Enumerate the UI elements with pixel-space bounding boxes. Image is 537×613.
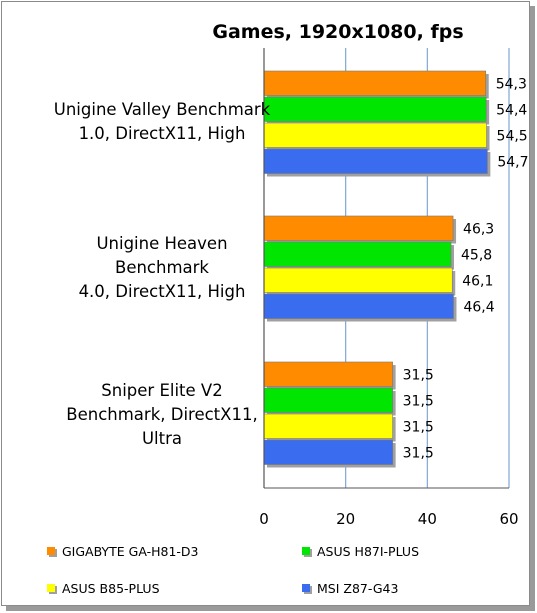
bar xyxy=(263,148,488,174)
data-label: 46,4 xyxy=(463,299,494,315)
bar xyxy=(263,96,487,122)
bar xyxy=(263,387,393,413)
category-label: 4.0, DirectX11, High xyxy=(79,282,246,301)
category-label: Sniper Elite V2 xyxy=(101,381,222,400)
chart-title: Games, 1920x1080, fps xyxy=(212,21,463,43)
legend-label: GIGABYTE GA-H81-D3 xyxy=(62,544,199,559)
bar xyxy=(263,70,487,96)
bar xyxy=(263,122,487,148)
data-label: 45,8 xyxy=(461,247,492,263)
data-label: 31,5 xyxy=(403,445,434,461)
legend-swatch xyxy=(302,547,310,555)
data-label: 31,5 xyxy=(403,367,434,383)
data-label: 31,5 xyxy=(403,419,434,435)
data-label: 54,7 xyxy=(497,154,528,170)
legend-label: ASUS B85-PLUS xyxy=(62,581,160,596)
bar xyxy=(263,241,452,267)
x-tick-label: 20 xyxy=(336,510,355,528)
x-tick-label: 40 xyxy=(418,510,437,528)
data-label: 46,1 xyxy=(462,273,493,289)
bar xyxy=(263,413,393,439)
bar xyxy=(263,215,454,241)
data-label: 54,5 xyxy=(497,128,528,144)
data-label: 54,3 xyxy=(496,76,527,92)
category-label: Benchmark, DirectX11, xyxy=(66,405,257,424)
legend-label: ASUS H87I-PLUS xyxy=(317,544,419,559)
category-label: 1.0, DirectX11, High xyxy=(79,124,246,143)
x-tick-label: 0 xyxy=(259,510,269,528)
data-label: 31,5 xyxy=(403,393,434,409)
bar xyxy=(263,439,393,465)
bar xyxy=(263,267,453,293)
data-label: 54,4 xyxy=(496,102,527,118)
legend-swatch xyxy=(302,584,310,592)
legend-swatch xyxy=(47,547,55,555)
category-label: Benchmark xyxy=(115,258,209,277)
data-label: 46,3 xyxy=(463,221,494,237)
bar xyxy=(263,361,393,387)
legend-swatch xyxy=(47,584,55,592)
bar xyxy=(263,293,454,319)
x-tick-label: 60 xyxy=(499,510,518,528)
legend-label: MSI Z87-G43 xyxy=(317,581,398,596)
category-label: Unigine Valley Benchmark xyxy=(54,100,271,119)
category-label: Ultra xyxy=(142,429,182,448)
category-label: Unigine Heaven xyxy=(96,234,227,253)
